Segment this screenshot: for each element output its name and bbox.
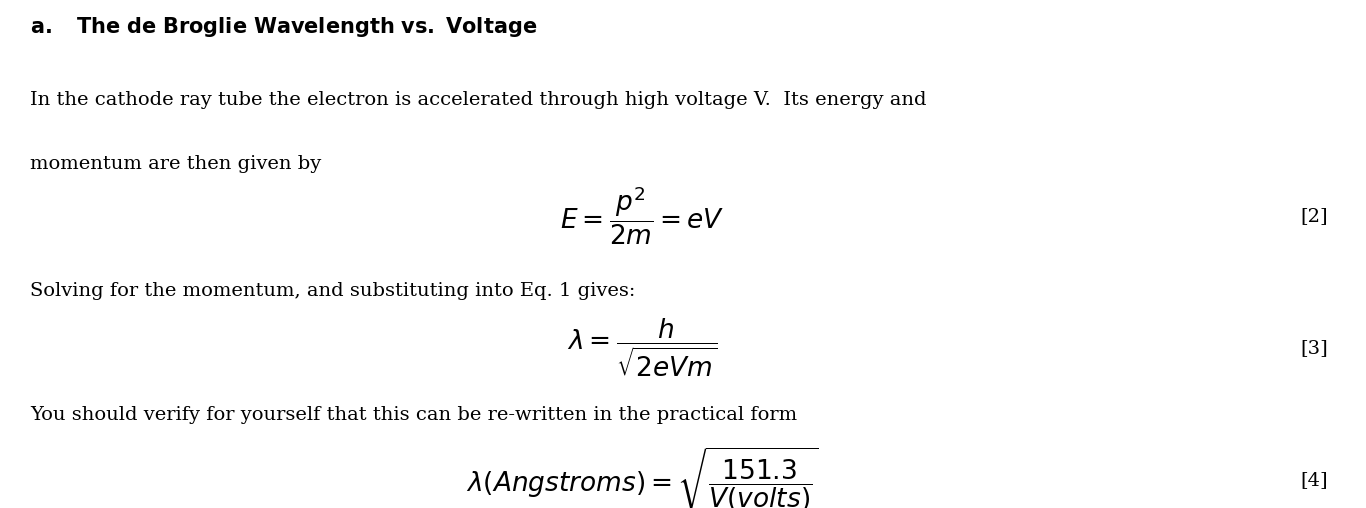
Text: $\lambda(\mathit{Angstroms}) = \sqrt{\dfrac{151.3}{V(\mathit{volts})}}$: $\lambda(\mathit{Angstroms}) = \sqrt{\df… [466, 446, 818, 508]
Text: $\lambda = \dfrac{h}{\sqrt{2eVm}}$: $\lambda = \dfrac{h}{\sqrt{2eVm}}$ [567, 316, 717, 379]
Text: [2]: [2] [1300, 207, 1328, 225]
Text: [4]: [4] [1300, 471, 1328, 489]
Text: In the cathode ray tube the electron is accelerated through high voltage V.  Its: In the cathode ray tube the electron is … [30, 91, 926, 109]
Text: $E = \dfrac{p^{2}}{2m} = eV$: $E = \dfrac{p^{2}}{2m} = eV$ [560, 184, 724, 247]
Text: Solving for the momentum, and substituting into Eq. 1 gives:: Solving for the momentum, and substituti… [30, 282, 635, 300]
Text: momentum are then given by: momentum are then given by [30, 155, 321, 173]
Text: $\mathbf{a.}$$\quad$$\mathbf{The\ de\ Broglie\ Wavelength\ vs.\ Voltage}$: $\mathbf{a.}$$\quad$$\mathbf{The\ de\ Br… [30, 15, 537, 39]
Text: You should verify for yourself that this can be re-written in the practical form: You should verify for yourself that this… [30, 406, 798, 424]
Text: [3]: [3] [1300, 339, 1328, 357]
